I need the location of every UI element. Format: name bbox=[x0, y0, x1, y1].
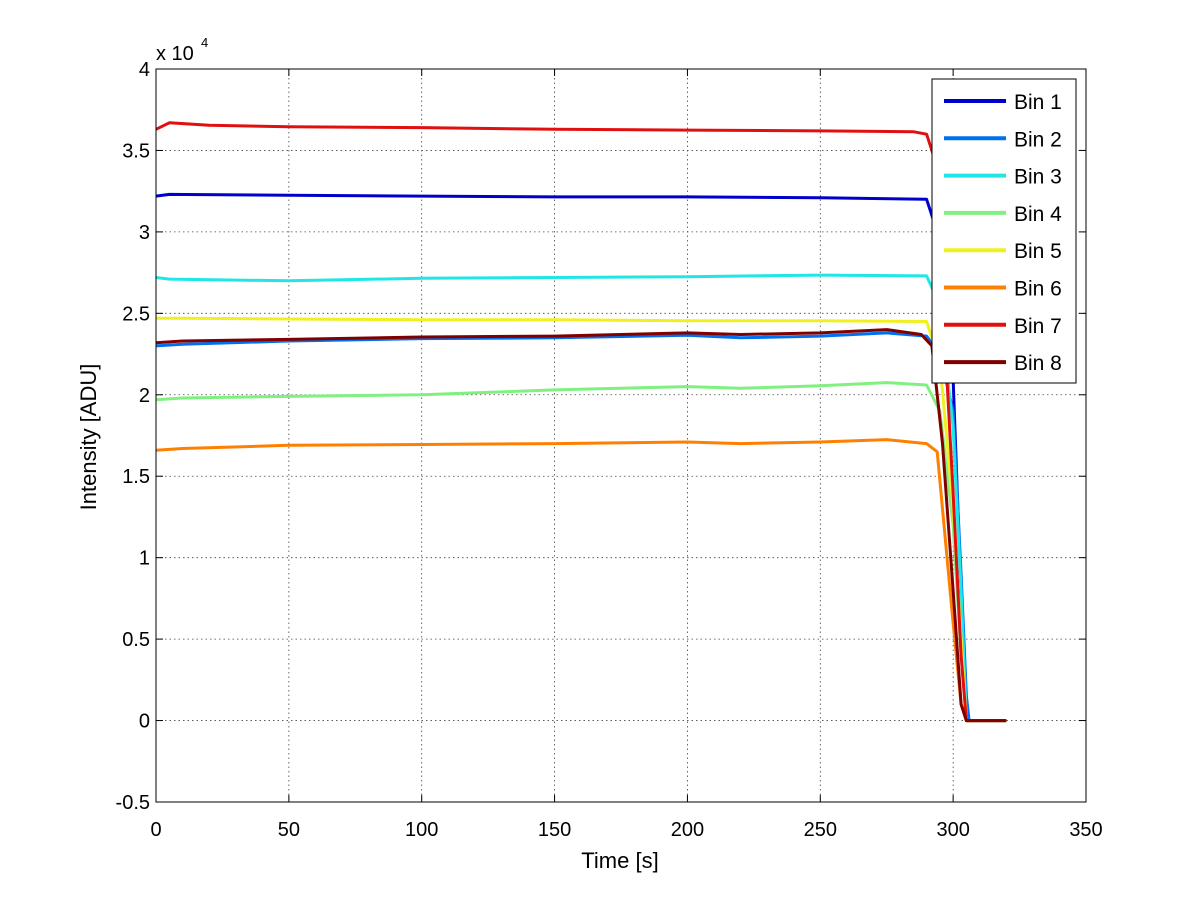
y-axis-label: Intensity [ADU] bbox=[76, 364, 101, 511]
x-tick-label: 150 bbox=[538, 819, 571, 841]
legend-label-bin-1: Bin 1 bbox=[1014, 91, 1062, 114]
y-tick-label: 2.5 bbox=[122, 303, 150, 325]
y-tick-label: 2 bbox=[139, 385, 150, 407]
legend-label-bin-6: Bin 6 bbox=[1014, 278, 1062, 301]
axis-ticks bbox=[155, 68, 1087, 803]
series-line-bin-8 bbox=[155, 328, 1007, 723]
x-tick-label: 200 bbox=[671, 819, 704, 841]
legend-items: Bin 1 Bin 2 Bin 3 Bin 4 Bin 5 Bin 6 Bin 7 Bin 8 bbox=[944, 91, 1062, 375]
x-tick-label: 0 bbox=[150, 819, 161, 841]
y-tick-labels: -0.5 0 0.5 1 1.5 2 2.5 3 3.5 4 bbox=[116, 59, 150, 814]
y-tick-label: 3.5 bbox=[122, 140, 150, 162]
y-tick-label: 0 bbox=[139, 711, 150, 733]
y-tick-label: 1 bbox=[139, 548, 150, 570]
y-tick-label: 0.5 bbox=[122, 629, 150, 651]
series-layer bbox=[155, 121, 1007, 723]
series-line-bin-7 bbox=[155, 121, 1007, 723]
series-line-bin-2 bbox=[155, 331, 1007, 723]
plot-frame bbox=[155, 68, 1087, 803]
x-tick-label: 100 bbox=[405, 819, 438, 841]
legend-label-bin-4: Bin 4 bbox=[1014, 203, 1062, 226]
y-tick-label: -0.5 bbox=[116, 792, 150, 814]
x-tick-label: 350 bbox=[1069, 819, 1102, 841]
y-tick-label: 4 bbox=[139, 59, 150, 81]
legend-box bbox=[931, 78, 1077, 384]
y-tick-label: 3 bbox=[139, 222, 150, 244]
legend-label-bin-2: Bin 2 bbox=[1014, 128, 1062, 151]
y-exponent-power: 4 bbox=[201, 35, 208, 50]
x-tick-label: 300 bbox=[936, 819, 969, 841]
legend-label-bin-5: Bin 5 bbox=[1014, 240, 1062, 263]
y-exponent-base: x 10 bbox=[156, 43, 194, 65]
legend-label-bin-7: Bin 7 bbox=[1014, 315, 1062, 338]
x-tick-label: 50 bbox=[278, 819, 300, 841]
plot-area bbox=[156, 69, 1086, 802]
y-tick-label: 1.5 bbox=[122, 466, 150, 488]
legend-label-bin-3: Bin 3 bbox=[1014, 166, 1062, 189]
x-tick-label: 250 bbox=[804, 819, 837, 841]
legend: Bin 1 Bin 2 Bin 3 Bin 4 Bin 5 Bin 6 Bin 7 Bin 8 bbox=[931, 78, 1077, 384]
legend-label-bin-8: Bin 8 bbox=[1014, 352, 1062, 375]
x-tick-labels: 0 50 100 150 200 250 300 350 bbox=[150, 819, 1102, 841]
x-axis-label: Time [s] bbox=[581, 848, 658, 873]
